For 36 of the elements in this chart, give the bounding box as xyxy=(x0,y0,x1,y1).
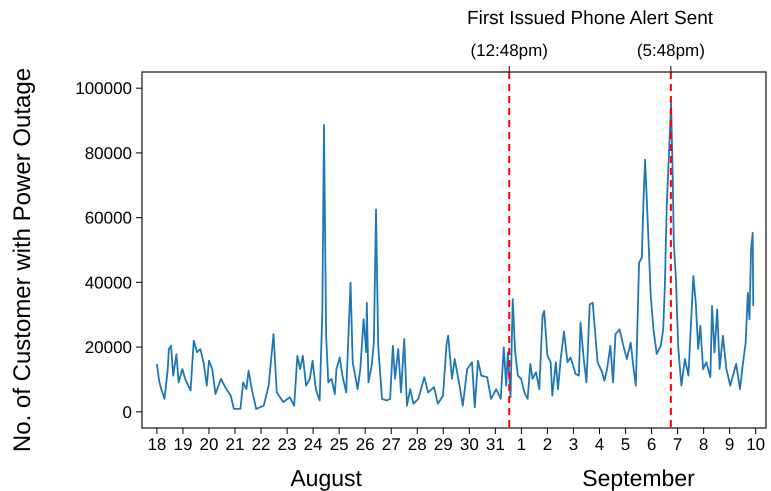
x-tick-label: 25 xyxy=(330,435,349,454)
x-tick-label: 28 xyxy=(408,435,427,454)
x-tick-label: 23 xyxy=(278,435,297,454)
text: August xyxy=(290,465,363,491)
text: September xyxy=(582,465,696,491)
x-tick-label: 30 xyxy=(460,435,479,454)
x-tick-label: 4 xyxy=(594,435,604,454)
x-tick-label: 27 xyxy=(382,435,401,454)
ref-line-label: (12:48pm) xyxy=(470,41,548,60)
x-tick-label: 9 xyxy=(724,435,734,454)
y-tick-label: 20000 xyxy=(84,338,132,358)
y-tick-label: 80000 xyxy=(84,144,132,163)
x-tick-label: 19 xyxy=(173,435,192,454)
y-tick-label: 100000 xyxy=(75,79,132,98)
x-tick-label: 18 xyxy=(147,435,166,454)
x-tick-label: 7 xyxy=(672,435,682,454)
x-tick-label: 22 xyxy=(252,435,271,454)
chart-title: First Issued Phone Alert Sent xyxy=(467,8,714,29)
y-tick-label: 0 xyxy=(122,402,132,422)
x-tick-label: 2 xyxy=(542,435,552,454)
x-tick-label: 29 xyxy=(434,435,453,454)
x-tick-label: 20 xyxy=(200,435,218,454)
x-tick-label: 26 xyxy=(356,435,375,454)
x-tick-label: 31 xyxy=(486,435,505,454)
y-tick-label: 40000 xyxy=(84,273,132,292)
ref-line-label: (5:48pm) xyxy=(636,41,705,60)
x-tick-label: 3 xyxy=(568,435,578,454)
x-tick-label: 5 xyxy=(620,435,630,454)
y-axis-title: No. of Customer with Power Outage xyxy=(9,68,36,452)
x-tick-label: 21 xyxy=(226,435,244,454)
x-tick-label: 1 xyxy=(516,435,526,454)
x-tick-label: 6 xyxy=(646,435,656,454)
x-tick-label: 24 xyxy=(304,435,323,454)
x-tick-label: 8 xyxy=(698,435,708,454)
x-tick-label: 10 xyxy=(746,435,766,454)
y-tick-label: 60000 xyxy=(84,208,132,228)
